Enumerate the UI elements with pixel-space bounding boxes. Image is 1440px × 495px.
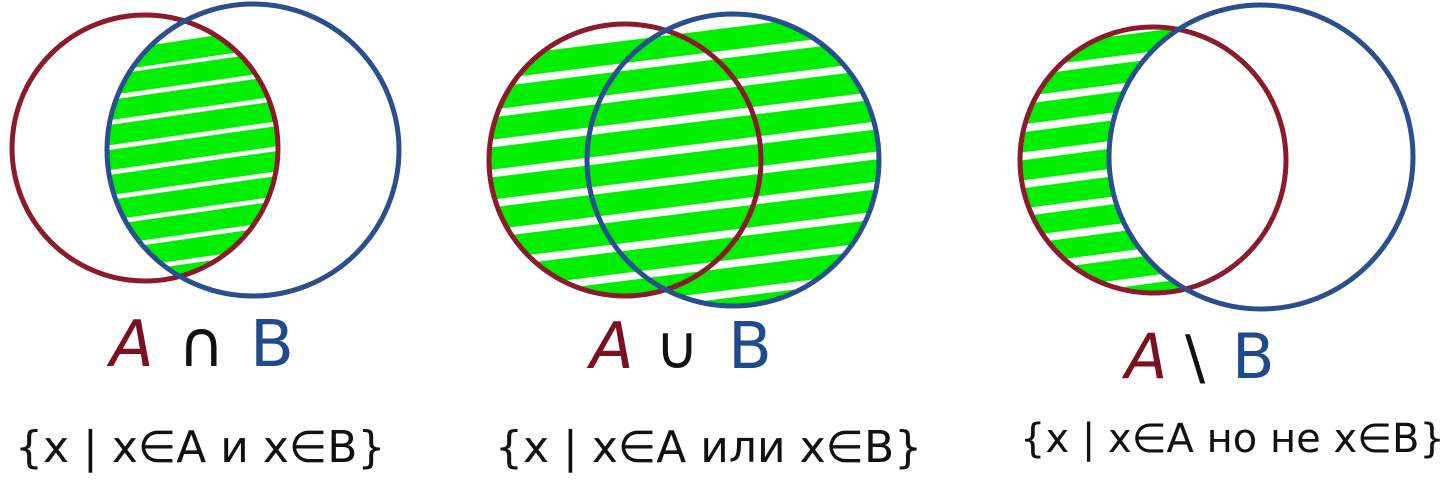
operator-label: \ bbox=[1185, 323, 1206, 393]
set-b-label: B bbox=[1232, 320, 1275, 393]
set-builder-notation: {x | x∈A и x∈B} bbox=[15, 422, 385, 473]
union-diagram: A ∪ B {x | x∈A или x∈B} bbox=[486, 11, 922, 473]
set-b-circle bbox=[1106, 2, 1416, 312]
set-a-label: A bbox=[106, 308, 154, 382]
operator-label: ∪ bbox=[655, 313, 699, 383]
operator-label: ∩ bbox=[178, 308, 225, 382]
intersection-diagram: A ∩ B {x | x∈A и x∈B} bbox=[9, 1, 402, 473]
set-a-circle bbox=[9, 12, 281, 284]
difference-diagram: A \ B {x | x∈A но не x∈B} bbox=[1017, 2, 1440, 462]
set-builder-notation: {x | x∈A или x∈B} bbox=[495, 422, 922, 473]
set-b-circle bbox=[104, 1, 402, 299]
set-b-label: B bbox=[250, 308, 294, 382]
intersection-shading bbox=[107, 23, 278, 281]
set-a-label: A bbox=[1121, 320, 1167, 393]
set-builder-notation: {x | x∈A но не x∈B} bbox=[1020, 416, 1440, 462]
set-a-circle bbox=[1017, 24, 1289, 296]
difference-shading bbox=[1020, 27, 1212, 293]
set-a-label: A bbox=[586, 310, 634, 384]
set-a-circle bbox=[486, 21, 764, 299]
set-b-label: B bbox=[728, 310, 772, 384]
union-shading bbox=[489, 14, 879, 306]
set-b-circle bbox=[584, 11, 882, 309]
